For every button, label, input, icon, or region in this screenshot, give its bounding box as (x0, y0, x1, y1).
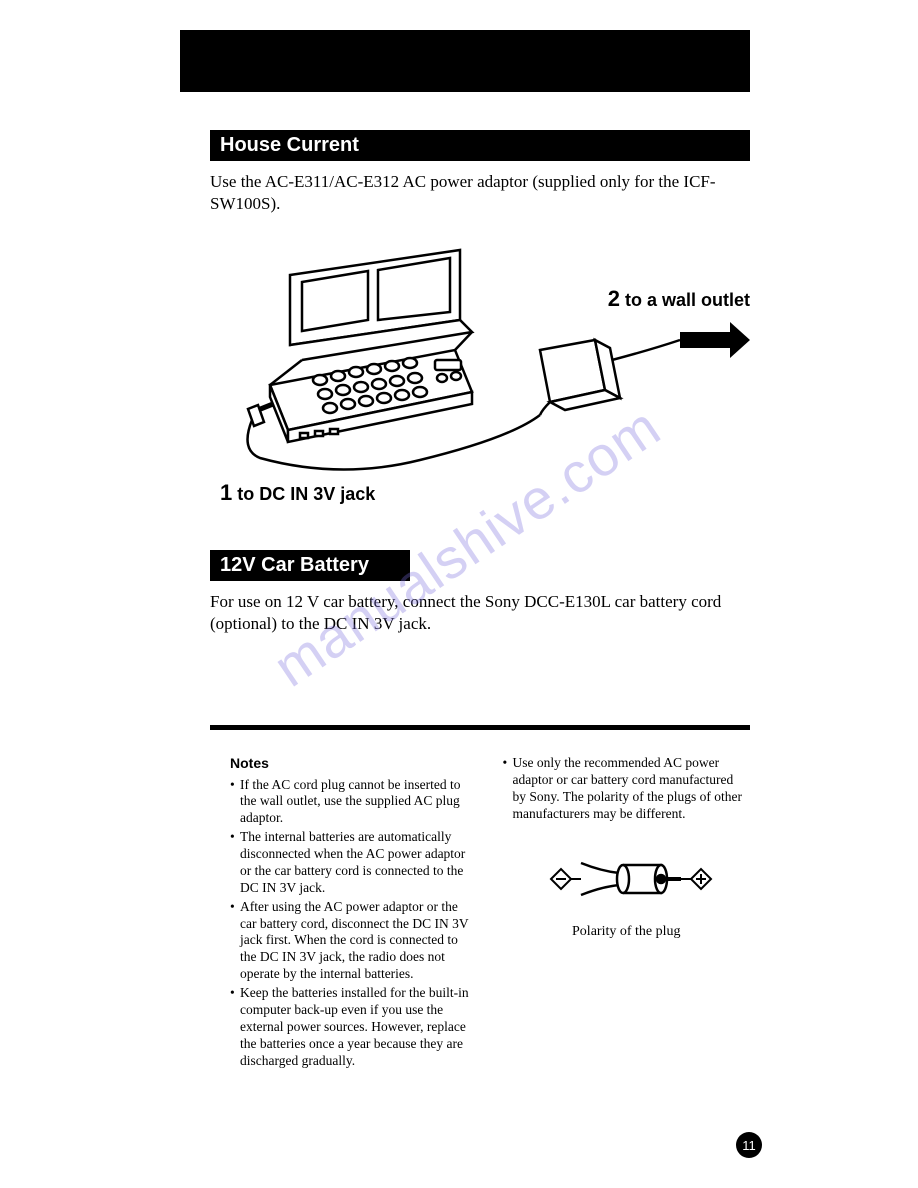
note-bullet: •After using the AC power adaptor or the… (230, 899, 473, 983)
polarity-caption: Polarity of the plug (503, 923, 750, 941)
top-black-bar (180, 30, 750, 92)
notes-section: Notes •If the AC cord plug cannot be ins… (230, 755, 750, 1071)
label-dc-num: 1 (220, 480, 232, 505)
text-car-battery: For use on 12 V car battery, connect the… (210, 591, 750, 635)
page-number: 11 (736, 1132, 762, 1158)
note-bullet: •The internal batteries are automaticall… (230, 829, 473, 897)
note-text: If the AC cord plug cannot be inserted t… (240, 777, 473, 828)
header-house-current: House Current (210, 130, 750, 161)
section-divider (210, 725, 750, 730)
polarity-diagram: Polarity of the plug (503, 843, 750, 941)
label-dc-text: to DC IN 3V jack (232, 484, 375, 504)
note-bullet: •If the AC cord plug cannot be inserted … (230, 777, 473, 828)
label-wall-num: 2 (608, 286, 620, 311)
notes-right-column: •Use only the recommended AC power adapt… (503, 755, 750, 1071)
section-house-current: House Current Use the AC-E311/AC-E312 AC… (210, 130, 750, 215)
notes-heading: Notes (230, 755, 473, 773)
text-house-current: Use the AC-E311/AC-E312 AC power adaptor… (210, 171, 750, 215)
note-text: Use only the recommended AC power adapto… (513, 755, 750, 823)
note-text: Keep the batteries installed for the bui… (240, 985, 473, 1069)
diagram-power-connection: 2 to a wall outlet 1 to DC IN 3V jack (210, 220, 750, 500)
header-car-battery: 12V Car Battery (210, 550, 410, 581)
note-text: After using the AC power adaptor or the … (240, 899, 473, 983)
note-text: The internal batteries are automatically… (240, 829, 473, 897)
notes-left-column: Notes •If the AC cord plug cannot be ins… (230, 755, 473, 1071)
note-bullet: •Keep the batteries installed for the bu… (230, 985, 473, 1069)
device-adapter-illustration (210, 220, 750, 500)
note-bullet: •Use only the recommended AC power adapt… (503, 755, 750, 823)
label-wall-outlet: 2 to a wall outlet (608, 286, 750, 312)
section-car-battery: 12V Car Battery For use on 12 V car batt… (210, 550, 750, 635)
label-wall-text: to a wall outlet (620, 290, 750, 310)
polarity-plug-illustration (531, 843, 721, 913)
label-dc-jack: 1 to DC IN 3V jack (220, 480, 375, 506)
